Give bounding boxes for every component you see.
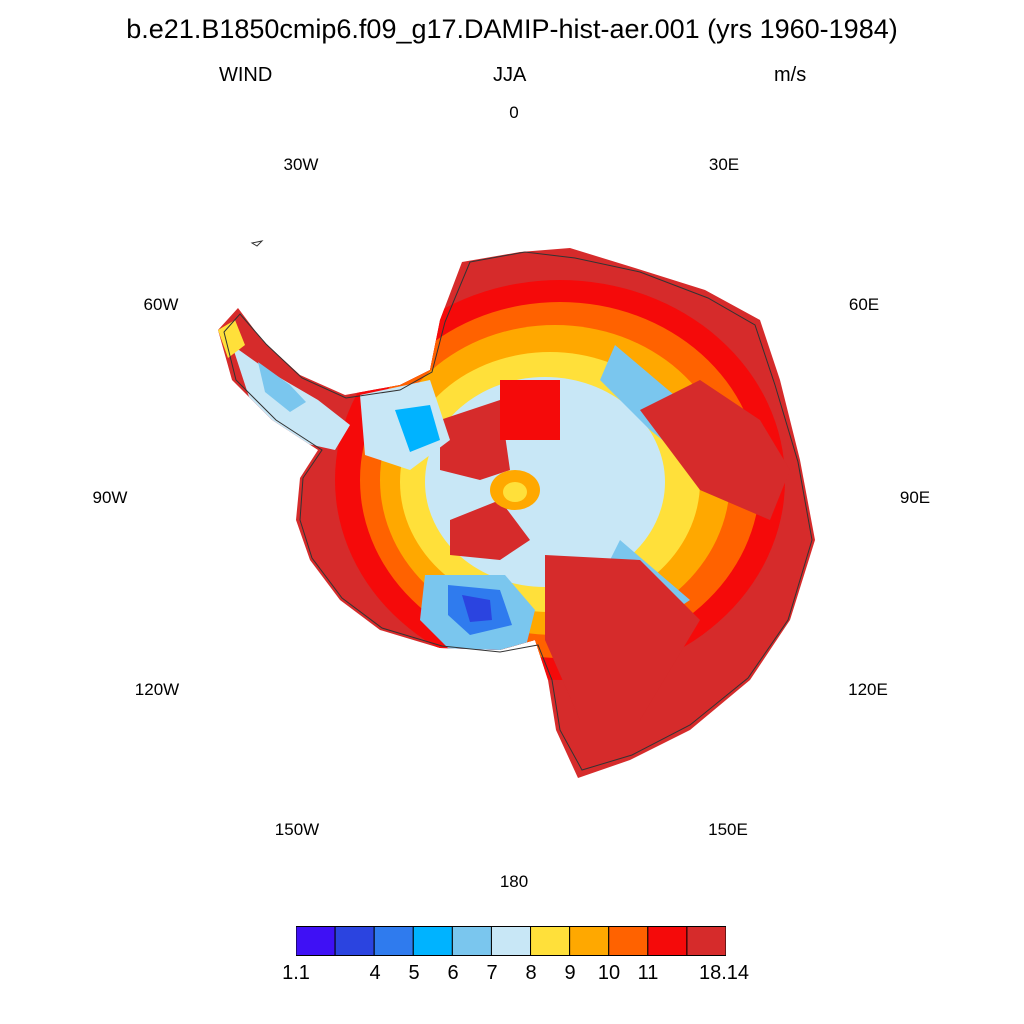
- season-label: JJA: [493, 64, 527, 86]
- south-pole-level-8: [503, 482, 527, 502]
- antarctica-coastline: [223, 251, 813, 771]
- ross-shelf-level-2: [462, 595, 492, 622]
- peninsula-level-6: [258, 362, 306, 412]
- pole-sector-high-wind: [450, 500, 530, 560]
- lon-label-150e: 150E: [708, 820, 748, 839]
- colorbar-label-7: 7: [486, 962, 498, 984]
- colorbar-box-8: [608, 926, 649, 956]
- variable-label: WIND: [219, 64, 273, 86]
- colorbar-box-2: [373, 926, 414, 956]
- colorbar-label-10: 10: [597, 962, 621, 984]
- colorbar-box-5: [490, 926, 532, 956]
- wind-field: [218, 248, 815, 778]
- colorbar-box-6: [530, 926, 571, 956]
- colorbar-box-10: [686, 926, 726, 956]
- island-outline: [250, 240, 264, 247]
- lon-label-150w: 150W: [274, 820, 320, 839]
- peninsula-tip-level-8: [218, 320, 245, 358]
- colorbar-box-9: [647, 926, 688, 956]
- map-title: b.e21.B1850cmip6.f09_g17.DAMIP-hist-aer.…: [126, 14, 898, 44]
- lon-label-90e: 90E: [899, 488, 931, 507]
- lon-label-60w: 60W: [143, 295, 179, 314]
- colorbar-label-8: 8: [525, 962, 537, 984]
- colorbar: [296, 926, 726, 956]
- colorbar-label-11: 11: [637, 962, 659, 984]
- colorbar-label-5: 5: [408, 962, 420, 984]
- colorbar-label-9: 9: [564, 962, 576, 984]
- colorbar-box-3: [412, 926, 453, 956]
- lon-label-0: 0: [509, 103, 519, 122]
- colorbar-box-1: [334, 926, 375, 956]
- colorbar-label-4: 4: [369, 962, 381, 984]
- lon-label-120e: 120E: [848, 680, 888, 699]
- colorbar-label-6: 6: [447, 962, 459, 984]
- colorbar-box-4: [451, 926, 492, 956]
- lon-label-30e: 30E: [708, 155, 740, 174]
- dronning-maud-high-wind: [440, 400, 510, 480]
- lon-label-120w: 120W: [134, 680, 180, 699]
- interior-level-11: [500, 380, 560, 440]
- east-slope-high-wind: [640, 380, 790, 520]
- colorbar-label-1-1: 1.1: [282, 962, 310, 984]
- lon-label-90w: 90W: [92, 488, 128, 507]
- colorbar-box-0: [296, 926, 336, 956]
- colorbar-box-7: [569, 926, 610, 956]
- units-label: m/s: [774, 64, 807, 86]
- lon-label-30w: 30W: [283, 155, 319, 174]
- colorbar-label-18-14: 18.14: [698, 962, 750, 984]
- wilkes-high-wind: [545, 555, 700, 720]
- filchner-ronne-level-5: [395, 405, 440, 452]
- lon-label-60e: 60E: [848, 295, 880, 314]
- lon-label-180: 180: [499, 872, 529, 891]
